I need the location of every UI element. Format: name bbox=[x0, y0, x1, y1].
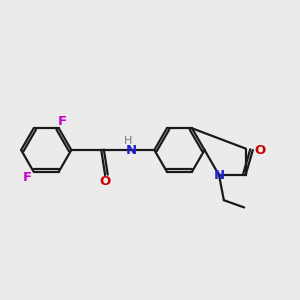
Text: H: H bbox=[124, 136, 133, 146]
Text: N: N bbox=[126, 143, 137, 157]
Text: N: N bbox=[214, 169, 225, 182]
Text: F: F bbox=[23, 171, 32, 184]
Text: F: F bbox=[58, 116, 67, 128]
Text: O: O bbox=[254, 143, 265, 157]
Text: O: O bbox=[100, 176, 111, 188]
